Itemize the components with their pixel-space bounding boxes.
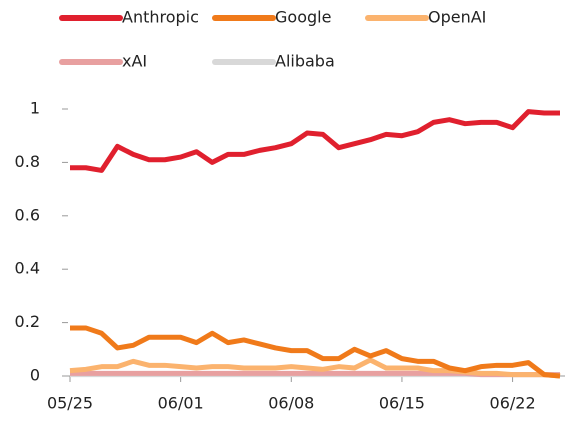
x-tick-label: 06/01 bbox=[158, 394, 204, 413]
legend-label: Anthropic bbox=[122, 8, 199, 27]
x-tick-label: 06/22 bbox=[490, 394, 536, 413]
legend-label: xAI bbox=[122, 52, 147, 71]
y-tick-label: 0.6 bbox=[15, 205, 40, 224]
x-tick-label: 05/25 bbox=[47, 394, 93, 413]
series-line bbox=[70, 109, 560, 173]
series-line bbox=[70, 325, 561, 379]
legend-label: OpenAI bbox=[428, 8, 486, 27]
series-line bbox=[69, 357, 561, 379]
y-tick-label: 1 bbox=[30, 99, 40, 118]
y-tick-label: 0 bbox=[30, 366, 40, 385]
y-tick-label: 0.4 bbox=[15, 259, 40, 278]
legend-label: Google bbox=[275, 8, 331, 27]
legend-label: Alibaba bbox=[275, 52, 335, 71]
x-tick-label: 06/15 bbox=[379, 394, 425, 413]
y-tick-label: 0.2 bbox=[15, 312, 40, 331]
x-tick-label: 06/08 bbox=[268, 394, 314, 413]
y-tick-label: 0.8 bbox=[15, 152, 40, 171]
